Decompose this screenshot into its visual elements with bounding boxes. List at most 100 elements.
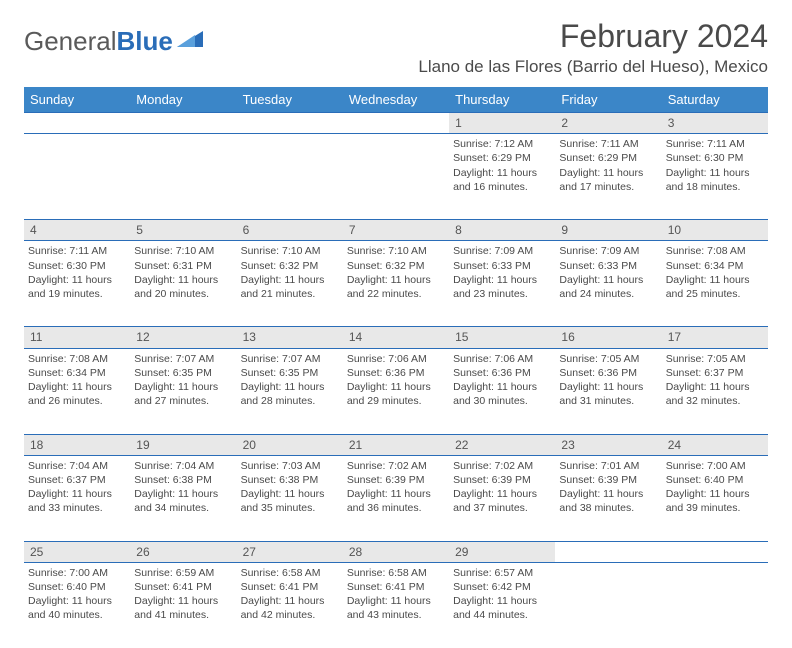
daylight-line: Daylight: 11 hours and 24 minutes. <box>559 273 657 301</box>
sunrise-line: Sunrise: 7:08 AM <box>666 244 764 258</box>
day-cell: Sunrise: 7:04 AMSunset: 6:37 PMDaylight:… <box>24 455 130 541</box>
weekday-header: Wednesday <box>343 87 449 113</box>
sunrise-line: Sunrise: 7:04 AM <box>28 459 126 473</box>
sunrise-line: Sunrise: 7:10 AM <box>134 244 232 258</box>
sunrise-line: Sunrise: 7:11 AM <box>28 244 126 258</box>
daylight-line: Daylight: 11 hours and 42 minutes. <box>241 594 339 622</box>
day-cell: Sunrise: 7:06 AMSunset: 6:36 PMDaylight:… <box>343 348 449 434</box>
sunset-line: Sunset: 6:36 PM <box>347 366 445 380</box>
daylight-line: Daylight: 11 hours and 44 minutes. <box>453 594 551 622</box>
sunrise-line: Sunrise: 7:10 AM <box>347 244 445 258</box>
week-row: Sunrise: 7:12 AMSunset: 6:29 PMDaylight:… <box>24 134 768 220</box>
daylight-line: Daylight: 11 hours and 31 minutes. <box>559 380 657 408</box>
sunset-line: Sunset: 6:41 PM <box>134 580 232 594</box>
sunset-line: Sunset: 6:33 PM <box>453 259 551 273</box>
daylight-line: Daylight: 11 hours and 27 minutes. <box>134 380 232 408</box>
daylight-line: Daylight: 11 hours and 32 minutes. <box>666 380 764 408</box>
day-number-cell: 2 <box>555 113 661 134</box>
sunset-line: Sunset: 6:30 PM <box>666 151 764 165</box>
sunset-line: Sunset: 6:38 PM <box>134 473 232 487</box>
day-number-cell <box>555 541 661 562</box>
month-year: February 2024 <box>418 18 768 55</box>
brand-part2: Blue <box>117 26 173 56</box>
daylight-line: Daylight: 11 hours and 23 minutes. <box>453 273 551 301</box>
day-cell: Sunrise: 7:05 AMSunset: 6:36 PMDaylight:… <box>555 348 661 434</box>
day-cell: Sunrise: 7:09 AMSunset: 6:33 PMDaylight:… <box>555 241 661 327</box>
daylight-line: Daylight: 11 hours and 34 minutes. <box>134 487 232 515</box>
brand-text: GeneralBlue <box>24 26 173 57</box>
day-cell: Sunrise: 7:02 AMSunset: 6:39 PMDaylight:… <box>449 455 555 541</box>
daylight-line: Daylight: 11 hours and 30 minutes. <box>453 380 551 408</box>
day-number-cell: 23 <box>555 434 661 455</box>
sunrise-line: Sunrise: 7:03 AM <box>241 459 339 473</box>
day-cell: Sunrise: 7:10 AMSunset: 6:32 PMDaylight:… <box>343 241 449 327</box>
sunset-line: Sunset: 6:29 PM <box>453 151 551 165</box>
day-number-cell <box>343 113 449 134</box>
sunrise-line: Sunrise: 6:58 AM <box>347 566 445 580</box>
daylight-line: Daylight: 11 hours and 43 minutes. <box>347 594 445 622</box>
day-cell <box>237 134 343 220</box>
weekday-header: Saturday <box>662 87 768 113</box>
day-number-cell: 13 <box>237 327 343 348</box>
day-cell: Sunrise: 7:02 AMSunset: 6:39 PMDaylight:… <box>343 455 449 541</box>
sunset-line: Sunset: 6:38 PM <box>241 473 339 487</box>
day-number-cell: 4 <box>24 220 130 241</box>
day-number-cell: 14 <box>343 327 449 348</box>
day-number-cell: 5 <box>130 220 236 241</box>
brand-part1: General <box>24 26 117 56</box>
daylight-line: Daylight: 11 hours and 20 minutes. <box>134 273 232 301</box>
sunrise-line: Sunrise: 7:01 AM <box>559 459 657 473</box>
daynum-row: 11121314151617 <box>24 327 768 348</box>
week-row: Sunrise: 7:00 AMSunset: 6:40 PMDaylight:… <box>24 562 768 648</box>
day-cell: Sunrise: 7:04 AMSunset: 6:38 PMDaylight:… <box>130 455 236 541</box>
sunset-line: Sunset: 6:40 PM <box>666 473 764 487</box>
day-cell <box>130 134 236 220</box>
day-number-cell <box>24 113 130 134</box>
day-cell: Sunrise: 6:57 AMSunset: 6:42 PMDaylight:… <box>449 562 555 648</box>
weekday-header-row: SundayMondayTuesdayWednesdayThursdayFrid… <box>24 87 768 113</box>
weekday-header: Monday <box>130 87 236 113</box>
day-number-cell: 7 <box>343 220 449 241</box>
sunset-line: Sunset: 6:32 PM <box>241 259 339 273</box>
day-number-cell: 29 <box>449 541 555 562</box>
day-number-cell: 11 <box>24 327 130 348</box>
day-number-cell <box>237 113 343 134</box>
sunrise-line: Sunrise: 6:58 AM <box>241 566 339 580</box>
sunset-line: Sunset: 6:41 PM <box>347 580 445 594</box>
day-number-cell: 15 <box>449 327 555 348</box>
day-number-cell: 27 <box>237 541 343 562</box>
sunset-line: Sunset: 6:39 PM <box>347 473 445 487</box>
daylight-line: Daylight: 11 hours and 16 minutes. <box>453 166 551 194</box>
day-cell: Sunrise: 7:05 AMSunset: 6:37 PMDaylight:… <box>662 348 768 434</box>
day-cell <box>555 562 661 648</box>
daylight-line: Daylight: 11 hours and 40 minutes. <box>28 594 126 622</box>
sunset-line: Sunset: 6:36 PM <box>559 366 657 380</box>
day-number-cell: 1 <box>449 113 555 134</box>
daylight-line: Daylight: 11 hours and 19 minutes. <box>28 273 126 301</box>
day-number-cell: 24 <box>662 434 768 455</box>
sunset-line: Sunset: 6:40 PM <box>28 580 126 594</box>
weekday-header: Friday <box>555 87 661 113</box>
day-number-cell: 25 <box>24 541 130 562</box>
header: GeneralBlue February 2024 Llano de las F… <box>24 18 768 77</box>
day-cell: Sunrise: 7:10 AMSunset: 6:31 PMDaylight:… <box>130 241 236 327</box>
daylight-line: Daylight: 11 hours and 29 minutes. <box>347 380 445 408</box>
day-cell: Sunrise: 6:58 AMSunset: 6:41 PMDaylight:… <box>343 562 449 648</box>
sunrise-line: Sunrise: 7:10 AM <box>241 244 339 258</box>
sunset-line: Sunset: 6:29 PM <box>559 151 657 165</box>
week-row: Sunrise: 7:04 AMSunset: 6:37 PMDaylight:… <box>24 455 768 541</box>
sunrise-line: Sunrise: 7:12 AM <box>453 137 551 151</box>
sunset-line: Sunset: 6:39 PM <box>453 473 551 487</box>
day-cell: Sunrise: 7:08 AMSunset: 6:34 PMDaylight:… <box>24 348 130 434</box>
day-cell: Sunrise: 7:00 AMSunset: 6:40 PMDaylight:… <box>24 562 130 648</box>
day-number-cell: 12 <box>130 327 236 348</box>
daylight-line: Daylight: 11 hours and 36 minutes. <box>347 487 445 515</box>
day-number-cell: 21 <box>343 434 449 455</box>
day-number-cell: 3 <box>662 113 768 134</box>
daylight-line: Daylight: 11 hours and 35 minutes. <box>241 487 339 515</box>
weekday-header: Thursday <box>449 87 555 113</box>
sunrise-line: Sunrise: 7:07 AM <box>241 352 339 366</box>
sunrise-line: Sunrise: 7:04 AM <box>134 459 232 473</box>
day-cell: Sunrise: 7:11 AMSunset: 6:30 PMDaylight:… <box>24 241 130 327</box>
sunrise-line: Sunrise: 7:09 AM <box>559 244 657 258</box>
